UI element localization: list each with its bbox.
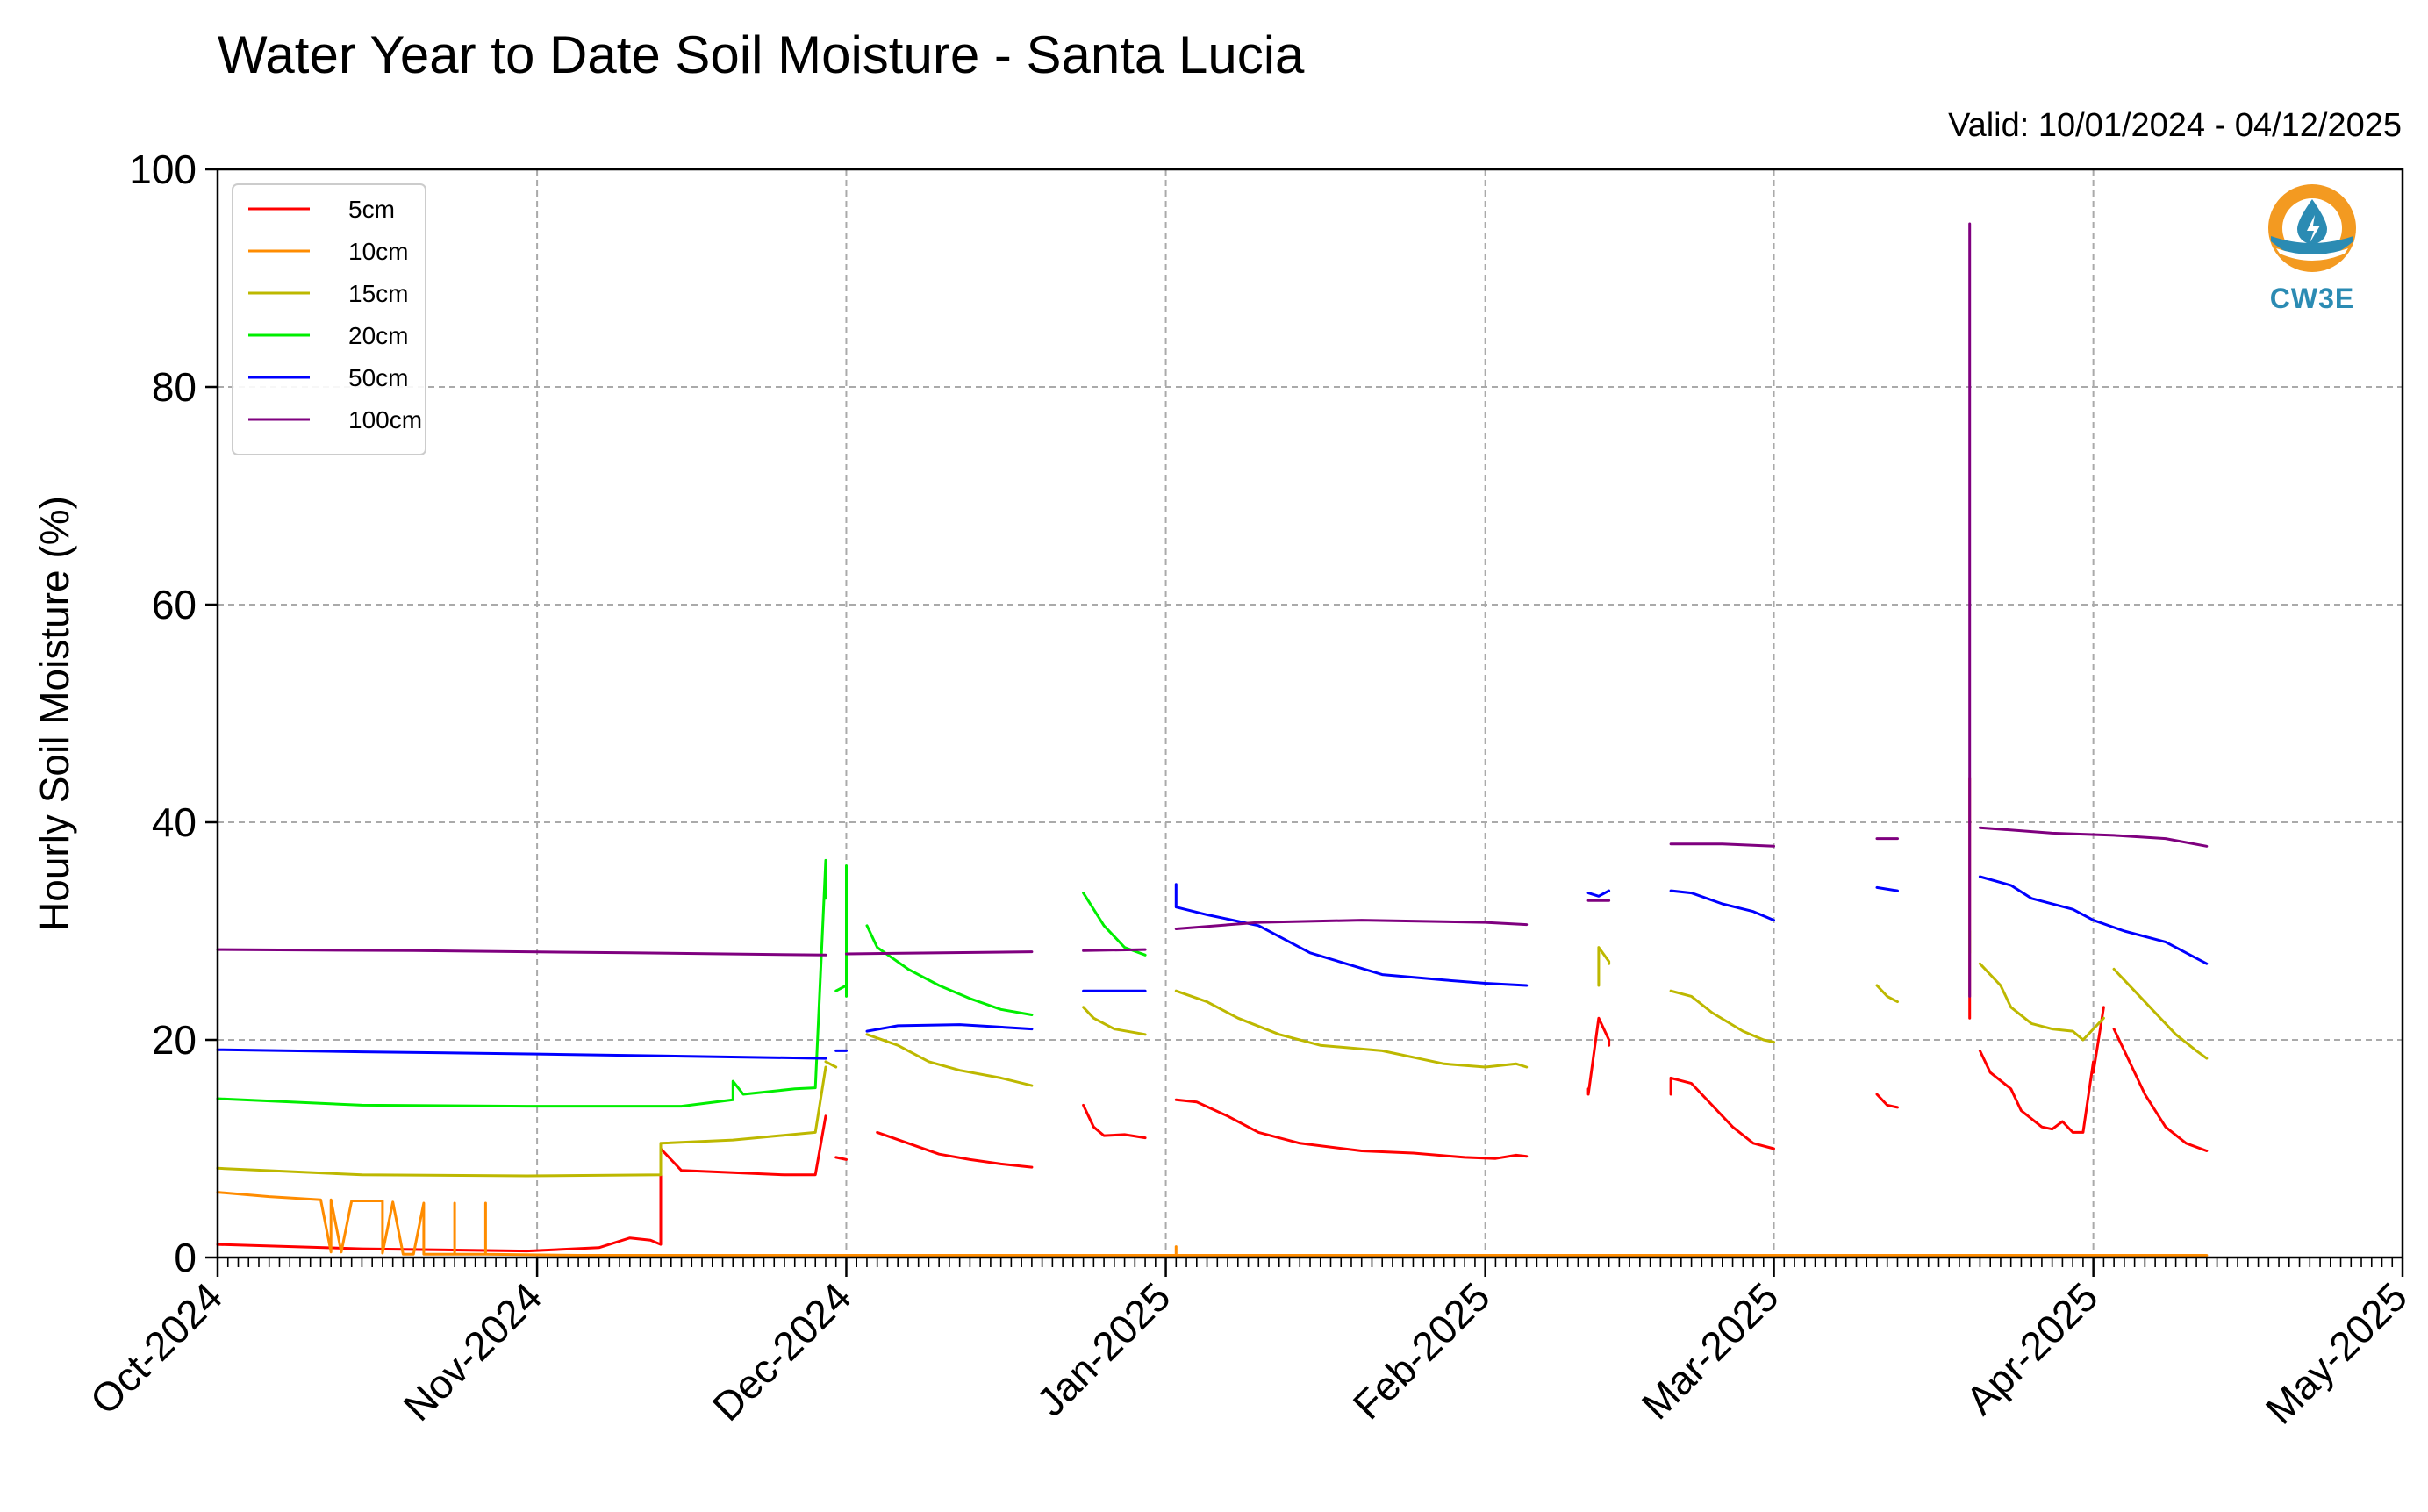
y-tick-label: 20 xyxy=(152,1017,197,1063)
chart-title: Water Year to Date Soil Moisture - Santa… xyxy=(218,25,1305,84)
series-line-15cm xyxy=(1978,962,2105,1042)
series-line-20cm xyxy=(1082,892,1147,957)
series-line-5cm xyxy=(1082,1103,1147,1140)
series-line-15cm xyxy=(1597,946,1611,987)
series-line-20cm xyxy=(216,858,827,1108)
series-line-5cm xyxy=(1875,1093,1899,1109)
series-line-100cm xyxy=(845,950,1034,956)
legend-label-100cm: 100cm xyxy=(348,406,422,434)
series-line-20cm xyxy=(865,924,1034,1016)
grid-lines xyxy=(218,169,2403,1258)
series-line-5cm xyxy=(216,1114,827,1253)
x-tick-label: Nov-2024 xyxy=(394,1273,550,1430)
series-line-100cm xyxy=(1174,919,1529,930)
series-line-50cm xyxy=(216,1048,827,1060)
x-tick-label: Dec-2024 xyxy=(704,1273,860,1430)
series-line-100cm xyxy=(216,948,827,957)
axis-ticks xyxy=(205,168,2404,1277)
series-line-50cm xyxy=(1669,889,1775,922)
series-10cm xyxy=(216,1191,2209,1257)
x-tick-label: Oct-2024 xyxy=(82,1273,232,1423)
series-line-50cm xyxy=(1586,889,1611,898)
series-line-15cm xyxy=(216,1065,827,1178)
series-line-15cm xyxy=(1875,984,1899,1004)
legend-label-20cm: 20cm xyxy=(348,322,408,349)
x-tick-label: Apr-2025 xyxy=(1957,1273,2107,1423)
series-line-50cm xyxy=(1978,875,2209,965)
series-line-5cm xyxy=(1978,1006,2105,1134)
series-line-50cm xyxy=(865,1023,1034,1033)
series-line-50cm xyxy=(1174,883,1529,987)
y-tick-label: 60 xyxy=(152,582,197,627)
legend-label-5cm: 5cm xyxy=(348,196,395,223)
series-line-5cm xyxy=(876,1130,1034,1169)
series-line-10cm xyxy=(216,1191,2209,1257)
x-tick-label: May-2025 xyxy=(2257,1273,2416,1432)
series-line-100cm xyxy=(1978,826,2209,848)
series-line-15cm xyxy=(824,1060,838,1069)
series-line-5cm xyxy=(1669,1076,1775,1150)
y-tick-label: 40 xyxy=(152,799,197,845)
series-line-5cm xyxy=(834,1156,848,1161)
y-tick-label: 80 xyxy=(152,364,197,410)
series-line-15cm xyxy=(1082,1006,1147,1036)
legend: 5cm 10cm 15cm 20cm 50cm 100cm xyxy=(232,183,426,455)
cw3e-logo: CW3E xyxy=(2255,180,2369,315)
axis-tick-labels: 0 20 40 60 80 100 Oct-2024 Nov-2024 Dec-2024 Jan-… xyxy=(82,147,2417,1433)
cw3e-logo-text: CW3E xyxy=(2269,283,2355,314)
y-tick-label: 0 xyxy=(174,1235,197,1280)
series-line-15cm xyxy=(1669,989,1775,1043)
series-100cm xyxy=(216,222,2209,998)
x-tick-label: Jan-2025 xyxy=(1028,1273,1178,1424)
series-line-15cm xyxy=(1174,989,1529,1069)
series-line-50cm xyxy=(1875,885,1899,892)
series-line-15cm xyxy=(865,1033,1034,1087)
y-axis-label: Hourly Soil Moisture (%) xyxy=(32,496,77,931)
series-15cm xyxy=(216,929,2209,1178)
x-tick-label: Feb-2025 xyxy=(1344,1273,1499,1428)
series-lines xyxy=(216,222,2209,1257)
series-5cm xyxy=(216,777,2209,1253)
legend-label-50cm: 50cm xyxy=(348,364,408,391)
series-line-15cm xyxy=(2112,967,2209,1060)
legend-label-10cm: 10cm xyxy=(348,238,408,265)
x-tick-label: Mar-2025 xyxy=(1633,1273,1787,1428)
series-line-5cm xyxy=(2112,1028,2209,1152)
plot-area-frame xyxy=(216,168,2404,1259)
series-line-100cm xyxy=(1082,948,1147,952)
series-line-5cm xyxy=(1174,1098,1529,1160)
valid-date-range: Valid: 10/01/2024 - 04/12/2025 xyxy=(1948,107,2402,144)
y-tick-label: 100 xyxy=(129,147,197,192)
series-50cm xyxy=(216,875,2209,1060)
cw3e-logo-icon xyxy=(2268,184,2356,272)
series-line-5cm xyxy=(1586,1016,1611,1096)
series-line-20cm xyxy=(834,864,848,998)
legend-label-15cm: 15cm xyxy=(348,280,408,307)
series-20cm xyxy=(216,858,1147,1108)
series-line-100cm xyxy=(1669,842,1775,848)
